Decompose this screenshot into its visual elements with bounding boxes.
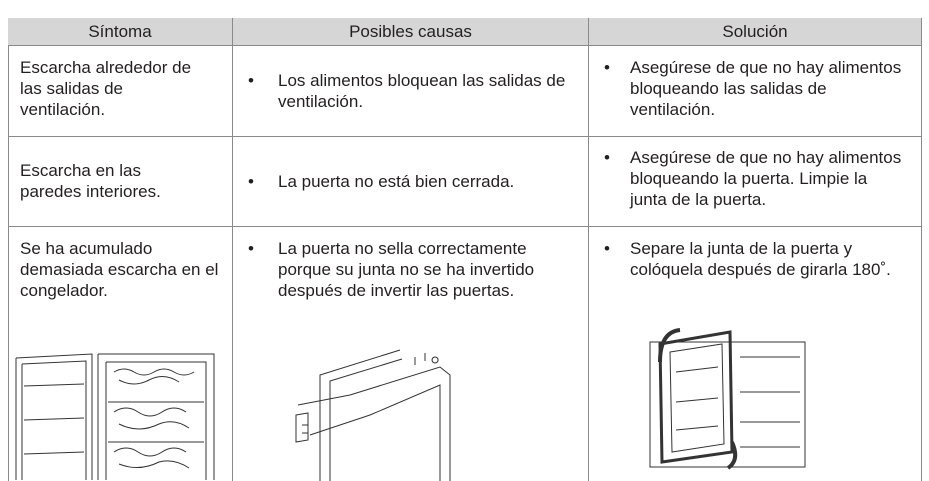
symptom: Escarcha en las paredes interiores. <box>20 161 161 201</box>
symptom: Escarcha alrededor de las salidas de ven… <box>20 58 192 119</box>
cause-cell: Los alimentos bloquean las salidas de ve… <box>232 45 588 136</box>
solution-cell: Asegúrese de que no hay alimentos bloque… <box>588 57 921 120</box>
solution-cell: Separe la junta de la puerta y colóquela… <box>588 238 921 280</box>
solution: Asegúrese de que no hay alimentos bloque… <box>604 57 907 120</box>
border <box>8 136 921 137</box>
symptom: Se ha acumulado demasiada escarcha en el… <box>20 239 219 300</box>
solution: Separe la junta de la puerta y colóquela… <box>604 238 891 280</box>
solution-cell: Asegúrese de que no hay alimentos bloque… <box>588 147 921 210</box>
freezer-illustration <box>15 353 215 480</box>
border <box>8 18 9 481</box>
header-cell: Síntoma <box>8 18 232 45</box>
solution: Asegúrese de que no hay alimentos bloque… <box>604 147 907 210</box>
door-illustration <box>295 349 451 481</box>
border <box>921 18 922 481</box>
cause-cell: La puerta no está bien cerrada. <box>232 136 588 226</box>
border <box>8 45 921 46</box>
border <box>8 226 921 227</box>
border <box>588 18 589 481</box>
gasket-illustration <box>649 328 806 470</box>
header-cell: Solución <box>589 18 921 45</box>
cause: La puerta no sella correctamente porque … <box>248 238 574 301</box>
cause: Los alimentos bloquean las salidas de ve… <box>248 70 574 112</box>
cause: La puerta no está bien cerrada. <box>248 171 514 192</box>
cause-cell: La puerta no sella correctamente porque … <box>232 238 588 301</box>
border <box>232 18 233 481</box>
header-cell: Posibles causas <box>233 18 588 45</box>
